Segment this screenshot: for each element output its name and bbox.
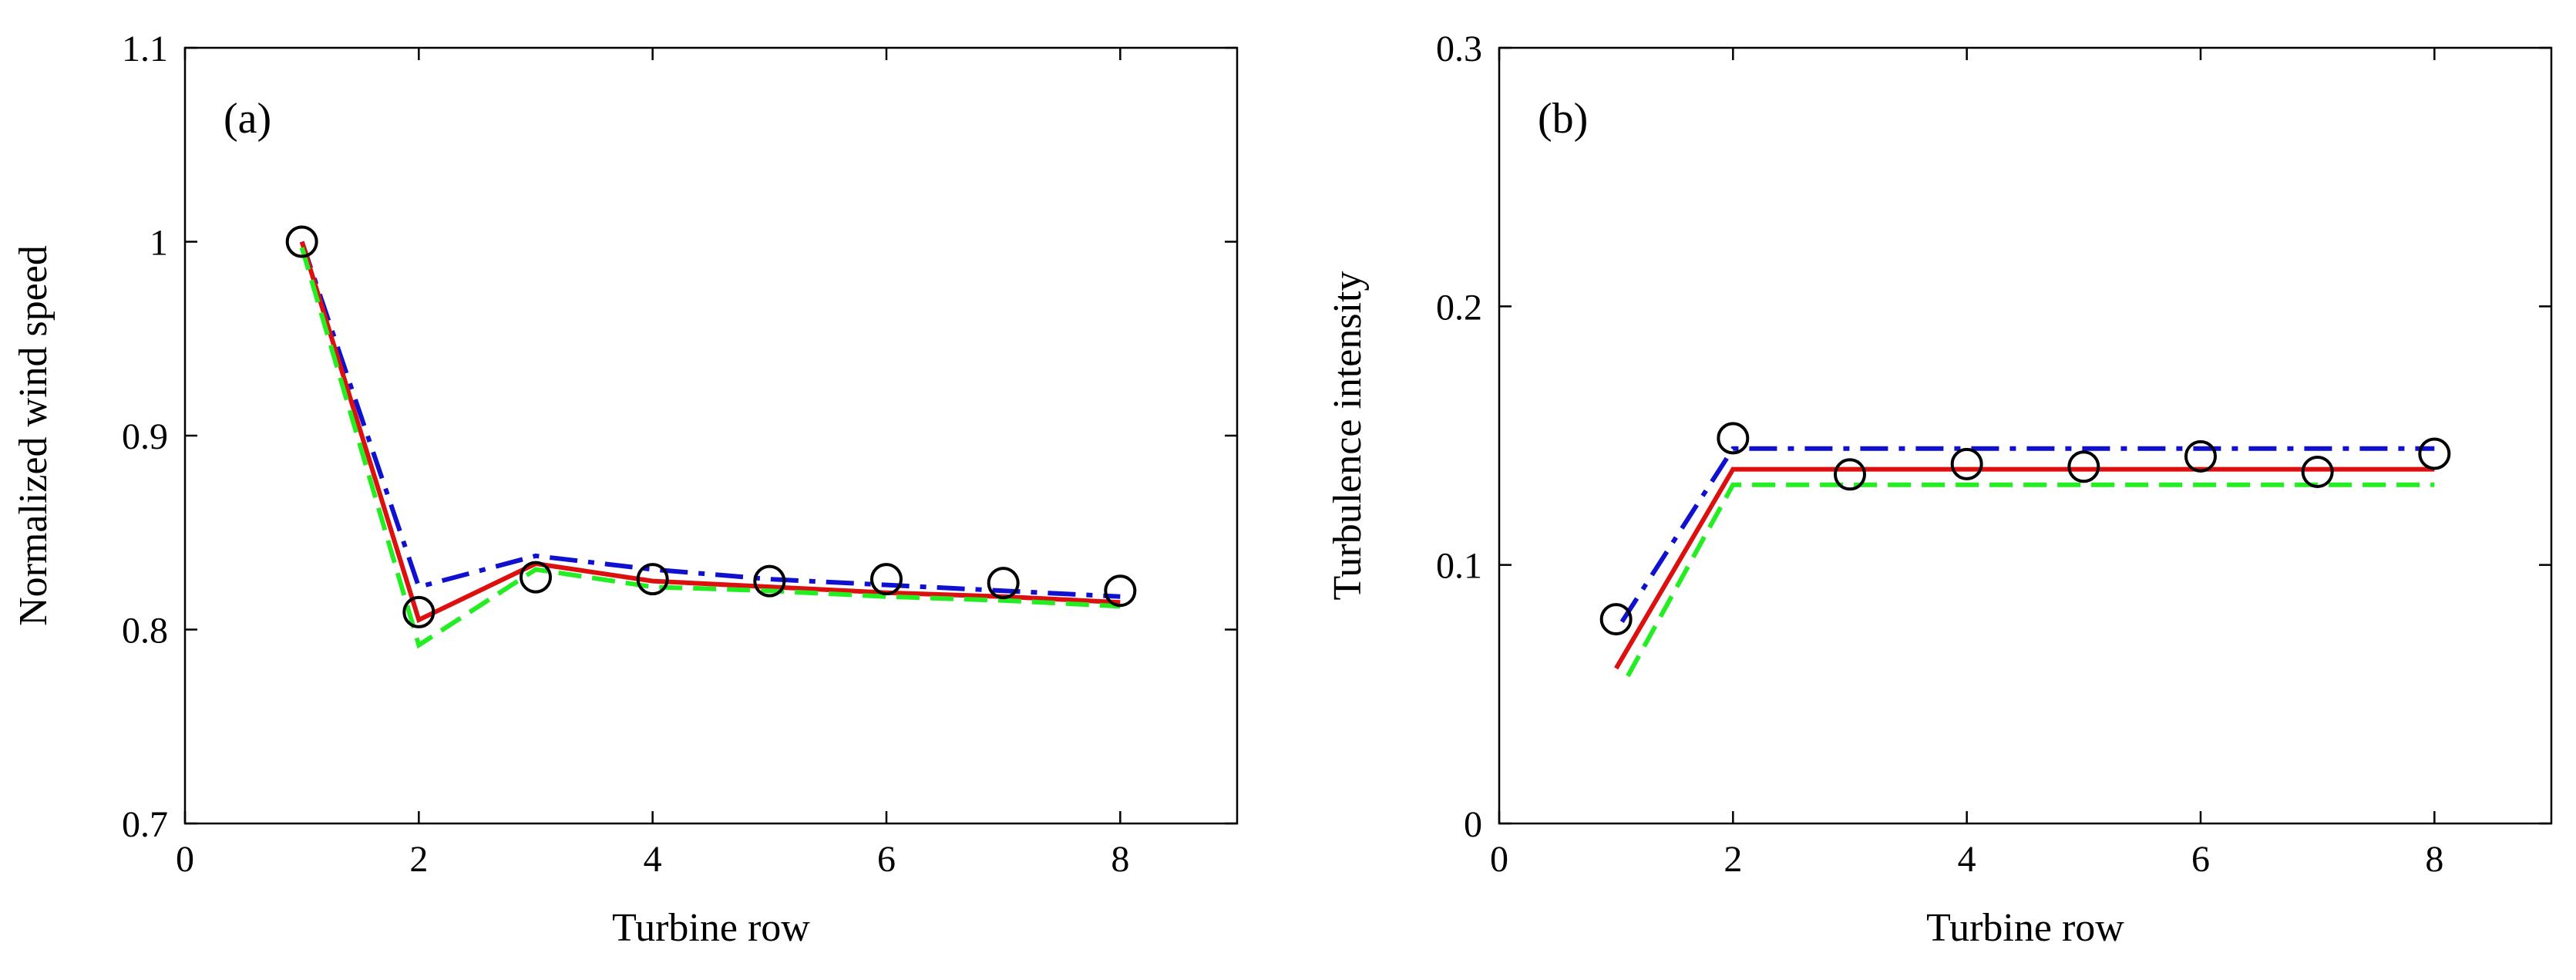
x-tick-label: 8 — [2425, 839, 2443, 880]
series-line-red-solid — [299, 241, 1121, 624]
x-tick-label: 8 — [1111, 839, 1129, 880]
marker-point — [753, 564, 786, 598]
x-tick-label: 0 — [1490, 839, 1508, 880]
plot-frame — [1498, 46, 2553, 825]
y-tick-label: 1.1 — [122, 29, 168, 69]
marker-point — [1834, 458, 1866, 491]
x-tick-label: 6 — [877, 839, 896, 880]
marker-point — [1950, 447, 1983, 480]
panel-b: 0 2 4 6 8 0 0.1 0.2 0.3 Turbine row Turbulence int… — [1326, 29, 2553, 950]
marker-point — [1599, 603, 1633, 636]
y-tick-label: 0.2 — [1436, 287, 1482, 328]
marker-point — [285, 225, 318, 258]
series-line-red-solid — [1614, 466, 2435, 670]
x-tick-label: 2 — [1723, 839, 1742, 880]
x-tick-label: 6 — [2191, 839, 2210, 880]
y-tick-label: 0.7 — [122, 804, 168, 845]
y-tick-label: 0 — [1464, 804, 1482, 845]
series-line-green-dashed — [299, 247, 1121, 649]
marker-point — [2184, 439, 2217, 473]
marker-point — [2418, 437, 2451, 470]
panel-label: (b) — [1538, 95, 1588, 143]
panel-label: (a) — [224, 95, 271, 143]
y-axis-label: Turbulence intensity — [1326, 271, 1370, 600]
marker-point — [1104, 574, 1137, 608]
series-line-green-dashed — [1626, 482, 2435, 678]
x-tick-label: 2 — [409, 839, 428, 880]
marker-point — [2301, 455, 2334, 488]
x-tick-label: 0 — [176, 839, 194, 880]
marker-point — [520, 561, 552, 594]
marker-point — [402, 595, 435, 628]
x-tick-label: 4 — [644, 839, 662, 880]
y-tick-label: 0.8 — [122, 611, 168, 652]
series-line-blue-dashdot — [1619, 446, 2435, 624]
y-tick-label: 1 — [150, 223, 168, 264]
y-tick-label: 0.9 — [122, 416, 168, 457]
panel-a: 0 2 4 6 8 0.7 0.8 0.9 1 1.1 Turbine row Normalized … — [12, 29, 1239, 950]
marker-point — [2067, 450, 2100, 483]
y-tick-label: 0.1 — [1436, 546, 1482, 587]
marker-point — [870, 563, 903, 596]
plot-frame — [183, 46, 1239, 825]
x-axis-label: Turbine row — [612, 906, 810, 950]
marker-point — [1717, 422, 1750, 455]
x-tick-label: 4 — [1958, 839, 1976, 880]
series-line-blue-dashdot — [299, 241, 1121, 599]
marker-point — [636, 563, 669, 596]
marker-point — [987, 567, 1020, 600]
y-tick-label: 0.3 — [1436, 29, 1482, 69]
y-axis-label: Normalized wind speed — [12, 245, 55, 626]
x-axis-label: Turbine row — [1926, 906, 2124, 950]
